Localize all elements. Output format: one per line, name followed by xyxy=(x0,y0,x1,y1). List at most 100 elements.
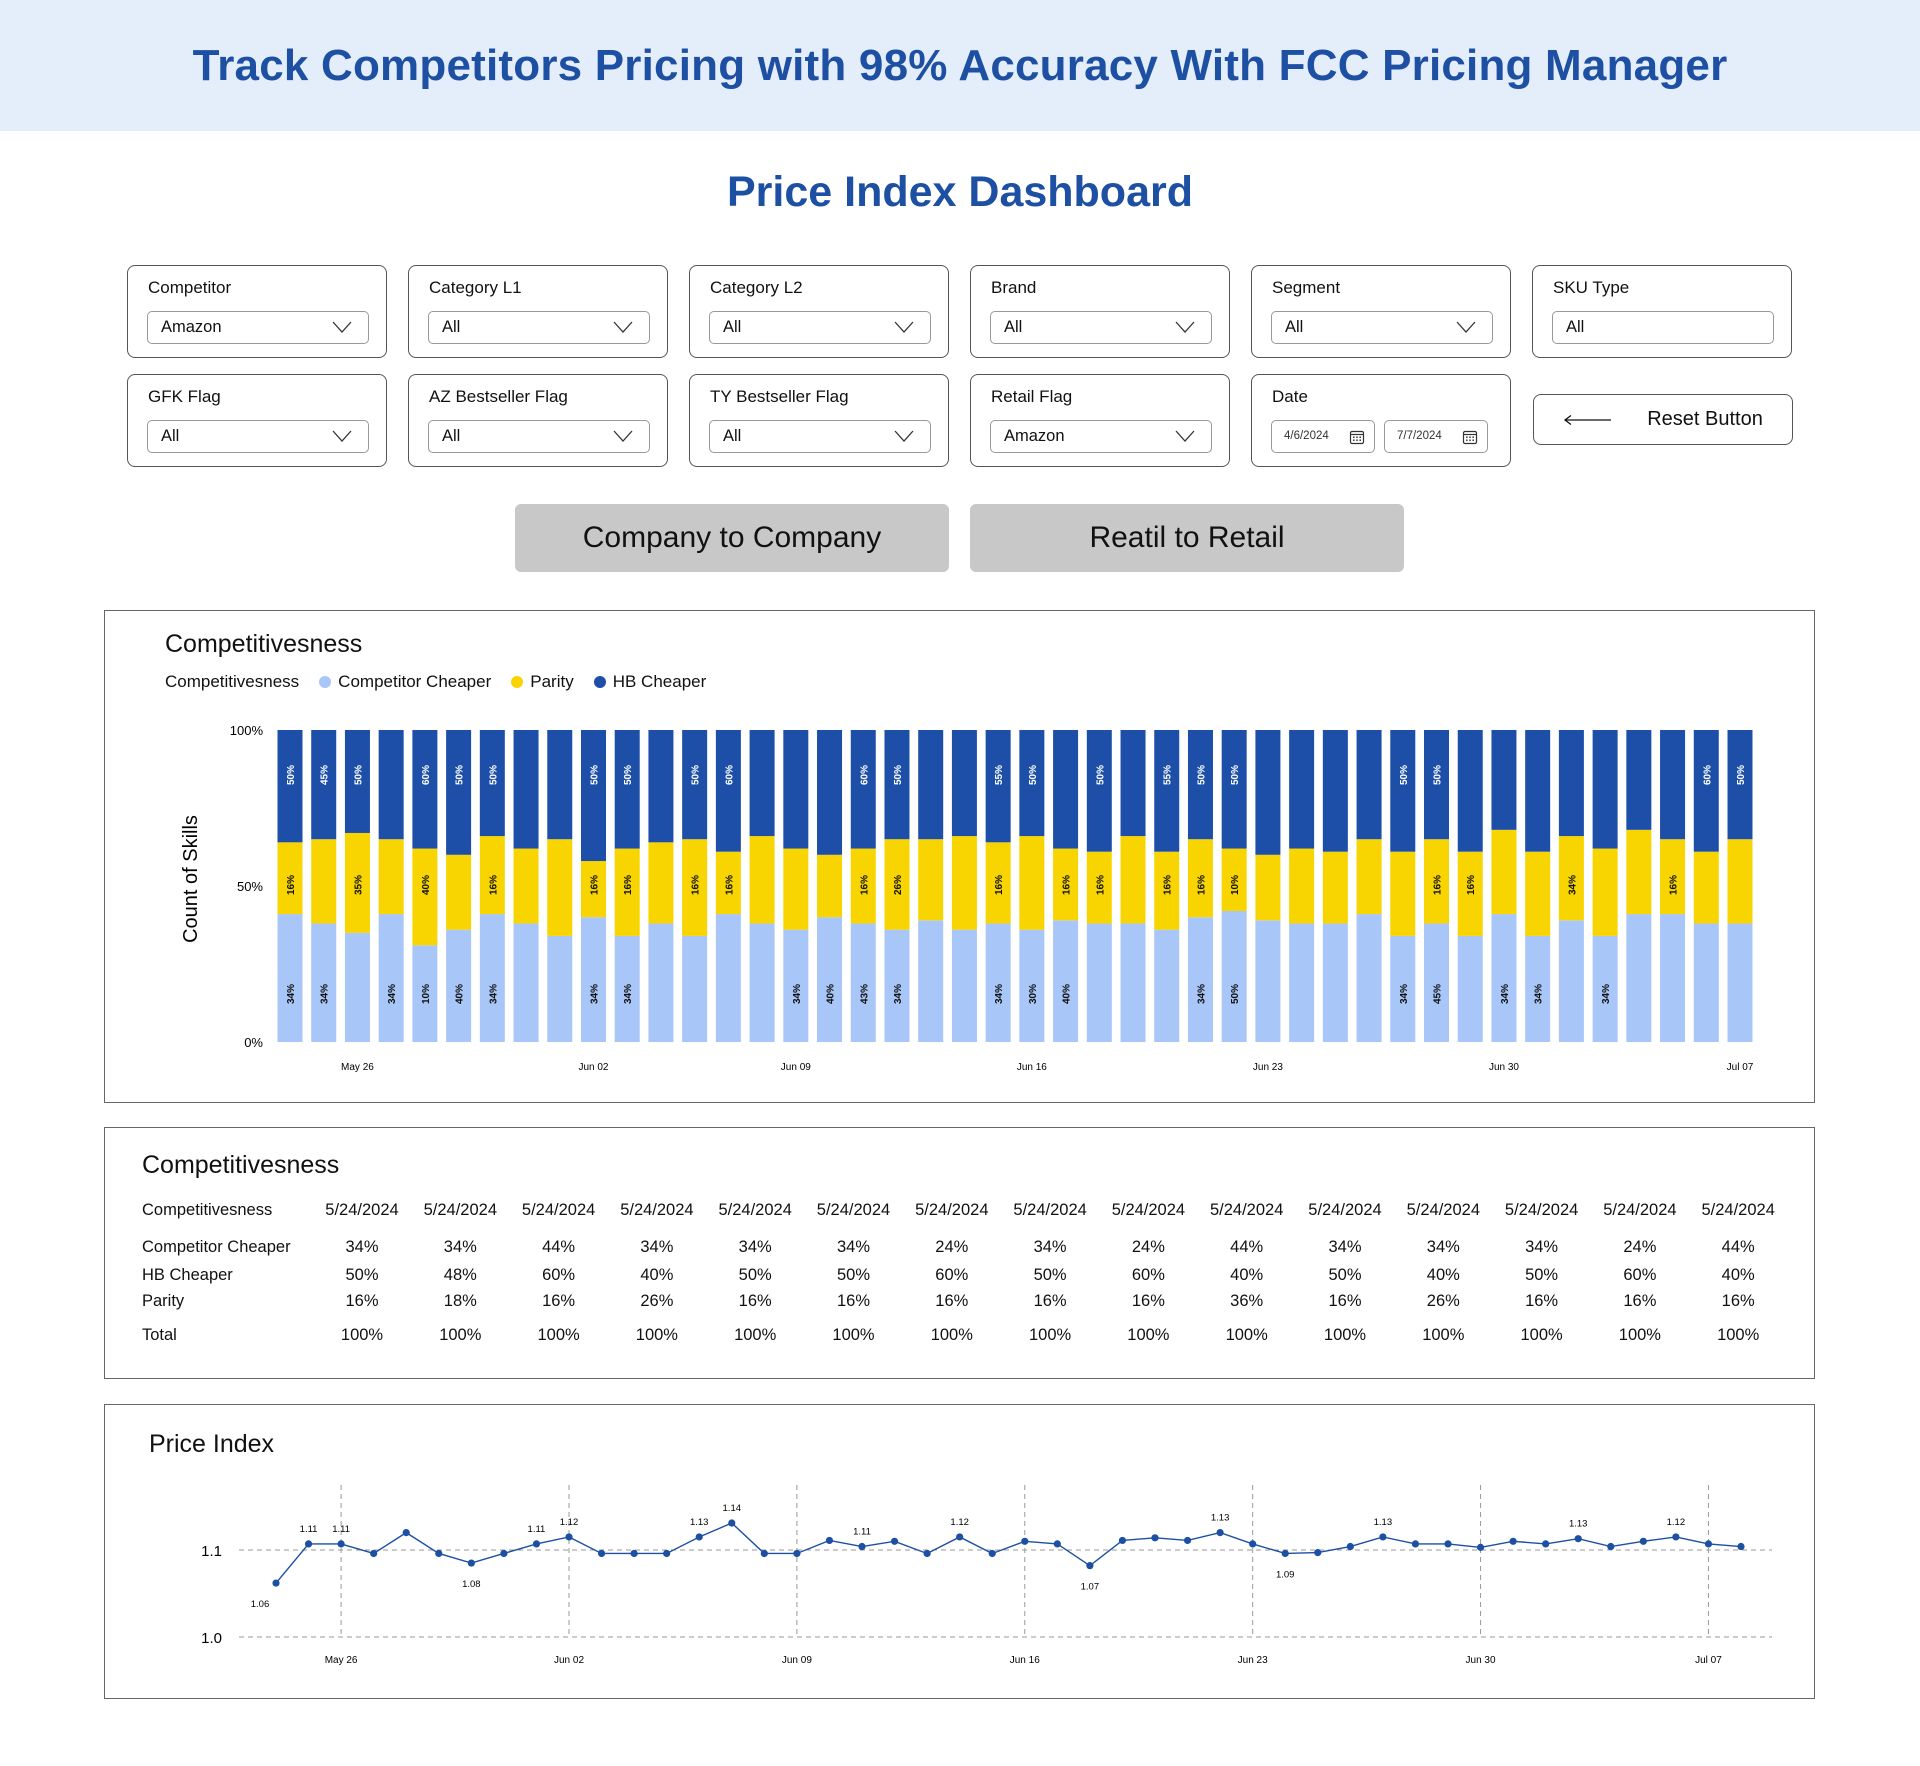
bar-segment-parity[interactable] xyxy=(311,839,337,924)
bar-segment-hb-cheaper[interactable] xyxy=(1727,730,1753,840)
bar-segment-competitor-cheaper[interactable] xyxy=(985,923,1011,1042)
bar-segment-competitor-cheaper[interactable] xyxy=(1626,914,1652,1042)
data-point[interactable] xyxy=(1086,1562,1094,1570)
end-date-field[interactable]: 7/7/2024 xyxy=(1384,420,1488,453)
legend-item-hb-cheaper[interactable]: HB Cheaper xyxy=(593,672,706,692)
data-point[interactable] xyxy=(1216,1529,1224,1537)
bar-segment-hb-cheaper[interactable] xyxy=(1390,730,1416,852)
bar-segment-competitor-cheaper[interactable] xyxy=(951,929,977,1042)
bar-segment-competitor-cheaper[interactable] xyxy=(1693,923,1719,1042)
data-point[interactable] xyxy=(956,1533,964,1541)
bar-segment-hb-cheaper[interactable] xyxy=(1221,730,1247,849)
bar-segment-competitor-cheaper[interactable] xyxy=(1491,914,1517,1042)
data-point[interactable] xyxy=(304,1540,313,1548)
bar-segment-parity[interactable] xyxy=(1356,839,1382,915)
bar-segment-hb-cheaper[interactable] xyxy=(1424,730,1450,840)
data-point[interactable] xyxy=(1281,1549,1289,1558)
bar-segment-hb-cheaper[interactable] xyxy=(277,730,303,843)
bar-segment-parity[interactable] xyxy=(614,848,640,936)
retail-flag-dropdown[interactable]: Amazon xyxy=(990,420,1212,453)
bar-segment-parity[interactable] xyxy=(1255,854,1281,921)
bar-segment-hb-cheaper[interactable] xyxy=(1626,730,1652,830)
bar-segment-hb-cheaper[interactable] xyxy=(1019,730,1045,837)
bar-segment-competitor-cheaper[interactable] xyxy=(412,945,438,1042)
bar-segment-hb-cheaper[interactable] xyxy=(344,730,370,833)
data-point[interactable] xyxy=(630,1549,638,1558)
start-date-field[interactable]: 4/6/2024 xyxy=(1271,420,1375,453)
bar-segment-competitor-cheaper[interactable] xyxy=(1120,923,1146,1042)
bar-segment-competitor-cheaper[interactable] xyxy=(1660,914,1686,1042)
data-point[interactable] xyxy=(370,1549,378,1558)
bar-segment-parity[interactable] xyxy=(412,848,438,946)
bar-segment-competitor-cheaper[interactable] xyxy=(1221,910,1247,1042)
bar-segment-parity[interactable] xyxy=(1390,851,1416,936)
data-point[interactable] xyxy=(1509,1537,1517,1545)
bar-segment-competitor-cheaper[interactable] xyxy=(1592,935,1618,1042)
bar-segment-hb-cheaper[interactable] xyxy=(1660,730,1686,840)
bar-segment-parity[interactable] xyxy=(1154,851,1180,930)
bar-segment-parity[interactable] xyxy=(1120,836,1146,924)
category-l1-dropdown[interactable]: All xyxy=(428,311,650,344)
bar-segment-competitor-cheaper[interactable] xyxy=(1558,920,1584,1042)
bar-segment-parity[interactable] xyxy=(749,836,775,924)
data-point[interactable] xyxy=(1542,1540,1550,1548)
data-point[interactable] xyxy=(728,1519,736,1527)
data-point[interactable] xyxy=(1411,1540,1420,1548)
data-point[interactable] xyxy=(825,1536,834,1545)
calendar-icon[interactable] xyxy=(1349,429,1365,445)
bar-segment-hb-cheaper[interactable] xyxy=(614,730,640,849)
bar-segment-competitor-cheaper[interactable] xyxy=(749,923,775,1042)
bar-segment-parity[interactable] xyxy=(513,848,539,924)
bar-segment-parity[interactable] xyxy=(1187,839,1213,918)
bar-segment-competitor-cheaper[interactable] xyxy=(1356,914,1382,1042)
bar-segment-parity[interactable] xyxy=(547,839,573,936)
bar-segment-parity[interactable] xyxy=(1727,839,1753,924)
data-point[interactable] xyxy=(695,1533,703,1541)
bar-segment-parity[interactable] xyxy=(884,839,910,930)
data-point[interactable] xyxy=(663,1549,671,1558)
bar-segment-competitor-cheaper[interactable] xyxy=(1154,929,1180,1042)
bar-segment-competitor-cheaper[interactable] xyxy=(513,923,539,1042)
bar-segment-hb-cheaper[interactable] xyxy=(951,730,977,837)
bar-segment-competitor-cheaper[interactable] xyxy=(1322,923,1348,1042)
bar-segment-parity[interactable] xyxy=(1457,851,1483,936)
bar-segment-competitor-cheaper[interactable] xyxy=(850,923,876,1042)
data-point[interactable] xyxy=(1704,1540,1713,1548)
bar-segment-competitor-cheaper[interactable] xyxy=(817,917,843,1042)
data-point[interactable] xyxy=(988,1549,996,1558)
bar-segment-competitor-cheaper[interactable] xyxy=(1187,917,1213,1042)
bar-segment-parity[interactable] xyxy=(850,848,876,924)
bar-segment-hb-cheaper[interactable] xyxy=(1491,730,1517,830)
competitor-dropdown[interactable]: Amazon xyxy=(147,311,369,344)
ty-bestseller-flag-dropdown[interactable]: All xyxy=(709,420,931,453)
bar-segment-hb-cheaper[interactable] xyxy=(682,730,708,840)
data-point[interactable] xyxy=(793,1549,801,1558)
bar-segment-hb-cheaper[interactable] xyxy=(1255,730,1281,855)
bar-segment-parity[interactable] xyxy=(985,842,1011,924)
data-point[interactable] xyxy=(435,1549,443,1558)
az-bestseller-flag-dropdown[interactable]: All xyxy=(428,420,650,453)
bar-segment-hb-cheaper[interactable] xyxy=(1592,730,1618,849)
bar-segment-hb-cheaper[interactable] xyxy=(715,730,741,852)
data-point[interactable] xyxy=(1053,1540,1061,1548)
bar-segment-competitor-cheaper[interactable] xyxy=(547,935,573,1042)
bar-segment-parity[interactable] xyxy=(479,836,505,915)
bar-segment-parity[interactable] xyxy=(277,842,303,915)
bar-segment-parity[interactable] xyxy=(1086,851,1112,924)
bar-segment-competitor-cheaper[interactable] xyxy=(1727,923,1753,1042)
bar-segment-competitor-cheaper[interactable] xyxy=(682,935,708,1042)
bar-segment-hb-cheaper[interactable] xyxy=(1558,730,1584,837)
data-point[interactable] xyxy=(923,1549,931,1558)
bar-segment-hb-cheaper[interactable] xyxy=(1289,730,1315,849)
bar-segment-competitor-cheaper[interactable] xyxy=(311,923,337,1042)
data-point[interactable] xyxy=(565,1533,573,1541)
retail-to-retail-button[interactable]: Reatil to Retail xyxy=(970,504,1404,572)
bar-segment-parity[interactable] xyxy=(682,839,708,936)
segment-dropdown[interactable]: All xyxy=(1271,311,1493,344)
bar-segment-competitor-cheaper[interactable] xyxy=(479,914,505,1042)
calendar-icon[interactable] xyxy=(1462,429,1478,445)
bar-segment-parity[interactable] xyxy=(1019,836,1045,930)
brand-dropdown[interactable]: All xyxy=(990,311,1212,344)
bar-segment-hb-cheaper[interactable] xyxy=(1525,730,1551,852)
bar-segment-hb-cheaper[interactable] xyxy=(1457,730,1483,852)
